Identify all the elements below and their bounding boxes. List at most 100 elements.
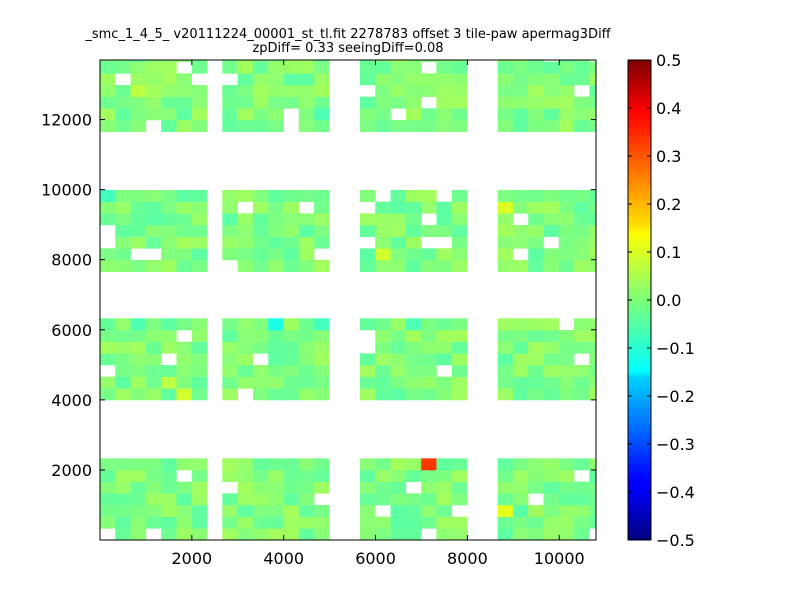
heatmap-cell [252, 458, 269, 471]
heatmap-cell [512, 73, 529, 86]
heatmap-cell [451, 329, 468, 342]
heatmap-cell [451, 84, 468, 97]
heatmap-cell [451, 224, 468, 237]
heatmap-cell [558, 96, 575, 109]
heatmap-cell [451, 236, 468, 249]
heatmap-cell [543, 189, 560, 202]
heatmap-cell [421, 259, 437, 272]
heatmap-cell [436, 84, 453, 97]
heatmap-cell [161, 213, 177, 226]
heatmap-cell [283, 353, 300, 366]
heatmap-cell [222, 96, 238, 109]
heatmap-cell [222, 505, 238, 517]
heatmap-cell [405, 318, 422, 331]
heatmap-cell [115, 108, 131, 121]
heatmap-cell [252, 329, 269, 342]
heatmap-cell [176, 60, 193, 62]
heatmap-cell [528, 364, 544, 377]
heatmap-cell [528, 329, 544, 342]
heatmap-cell [375, 470, 391, 482]
heatmap-cell [558, 528, 575, 540]
heatmap-cell [222, 493, 238, 506]
heatmap-cell [451, 470, 468, 482]
heatmap-cell [176, 96, 193, 109]
heatmap-cell [375, 329, 391, 342]
heatmap-cell [512, 364, 529, 377]
heatmap-cell [497, 516, 514, 529]
heatmap-cell [115, 388, 131, 401]
heatmap-cell [543, 201, 560, 214]
heatmap-cell [191, 224, 208, 237]
heatmap-cell [451, 108, 468, 121]
heatmap-cell [528, 213, 544, 226]
heatmap-cell [497, 96, 514, 109]
heatmap-cell [543, 528, 560, 540]
heatmap-cell [436, 470, 453, 482]
heatmap-cell [191, 458, 208, 471]
heatmap-cell [176, 84, 193, 97]
heatmap-cell [115, 60, 131, 62]
heatmap-cell [100, 213, 116, 226]
heatmap-cell [314, 470, 330, 482]
heatmap-cell [512, 505, 529, 517]
heatmap-cell [115, 259, 131, 272]
heatmap-cell [161, 528, 177, 540]
heatmap-cell [252, 108, 269, 121]
heatmap-cell [359, 224, 376, 237]
x-axis: 2000 4000 6000 8000 10000 [171, 60, 585, 568]
heatmap-cell [145, 189, 162, 202]
heatmap-cell [100, 259, 116, 272]
heatmap-cell [574, 108, 590, 121]
heatmap-cell [405, 341, 422, 354]
heatmap-cell [298, 388, 315, 401]
heatmap-cell [298, 364, 315, 377]
heatmap-cell [268, 236, 284, 249]
heatmap-cell [314, 353, 330, 366]
heatmap-cell [574, 364, 590, 377]
heatmap-cell [283, 224, 300, 237]
heatmap-cell [390, 60, 407, 62]
heatmap-cell [298, 189, 315, 202]
heatmap-cell [145, 353, 162, 366]
heatmap-cell [145, 108, 162, 121]
heatmap-cell [191, 84, 208, 97]
heatmap-cell [161, 470, 177, 482]
heatmap-cell [436, 119, 453, 132]
heatmap-cell [314, 516, 330, 529]
heatmap-cell [314, 119, 330, 132]
heatmap-cell [130, 329, 147, 342]
heatmap-cell [222, 329, 238, 342]
heatmap-cell [512, 61, 529, 74]
heatmap-cell [252, 61, 269, 74]
heatmap-cell [574, 236, 590, 249]
heatmap-cell [176, 505, 193, 517]
heatmap-cell [252, 248, 269, 261]
heatmap-cell [512, 60, 529, 62]
heatmap-cell [375, 259, 391, 272]
heatmap-cell [145, 84, 162, 97]
heatmap-cell [390, 516, 407, 529]
heatmap-cell [405, 96, 422, 109]
heatmap-cell [558, 458, 575, 471]
heatmap-cell [451, 458, 468, 471]
heatmap-cell [512, 259, 529, 272]
heatmap-cell [237, 84, 254, 97]
heatmap-cell [298, 96, 315, 109]
heatmap-cell [405, 119, 422, 132]
heatmap-cell [497, 259, 514, 272]
heatmap-cell [283, 364, 300, 377]
heatmap-cell [130, 224, 147, 237]
heatmap-cell [574, 516, 590, 529]
heatmap-cell [543, 505, 560, 517]
heatmap-cell [100, 329, 116, 342]
heatmap-cell [145, 481, 162, 494]
heatmap-cell [359, 96, 376, 109]
heatmap-cell [359, 364, 376, 377]
heatmap-cell [558, 388, 575, 401]
heatmap-cell [421, 224, 437, 237]
heatmap-cell [252, 516, 269, 529]
heatmap-cell [130, 388, 147, 401]
heatmap-cell [130, 189, 147, 202]
heatmap-cell [574, 458, 590, 471]
heatmap-cell [100, 376, 116, 389]
